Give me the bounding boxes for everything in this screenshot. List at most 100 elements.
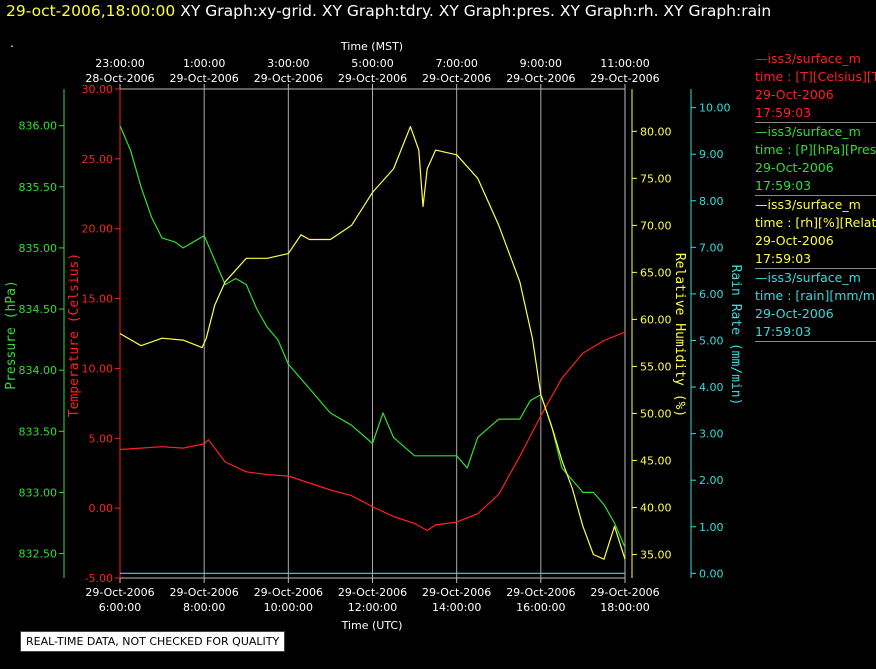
humidity-tick-label: 45.00 xyxy=(640,454,672,467)
series-line-humidity xyxy=(119,125,626,560)
x-tick-label-mst-date: 29-Oct-2006 xyxy=(170,72,239,85)
humidity-tick-label: 35.00 xyxy=(640,548,672,561)
legend-series-name: —iss3/surface_m xyxy=(755,51,861,66)
x-tick-label-mst-date: 29-Oct-2006 xyxy=(422,72,491,85)
rain-tick-label: 4.00 xyxy=(699,381,724,394)
x-tick-label-mst-date: 29-Oct-2006 xyxy=(506,72,575,85)
temperature-tick-label: 0.00 xyxy=(89,502,114,515)
legend-time: 17:59:03 xyxy=(755,178,812,193)
legend-series-desc: time : [rh][%][Relativ xyxy=(755,215,876,230)
humidity-tick-label: 80.00 xyxy=(640,125,672,138)
pressure-tick-label: 833.50 xyxy=(19,425,58,438)
x-tick-label-mst-time: 11:00:00 xyxy=(600,57,649,70)
humidity-tick-label: 65.00 xyxy=(640,266,672,279)
temperature-tick-label: 15.00 xyxy=(82,293,114,306)
humidity-tick-label: 75.00 xyxy=(640,172,672,185)
pressure-axis-label: Pressure (hPa) xyxy=(4,280,19,390)
pressure-tick-label: 835.00 xyxy=(19,242,58,255)
x-tick-label-utc-date: 29-Oct-2006 xyxy=(422,586,491,599)
rain-tick-label: 10.00 xyxy=(699,102,731,115)
bottom-axis-label: Time (UTC) xyxy=(341,619,403,632)
legend-series-desc: time : [rain][mm/mir xyxy=(755,288,876,303)
pressure-tick-label: 834.50 xyxy=(19,303,58,316)
chart-header: 29-oct-2006,18:00:00 XY Graph:xy-grid. X… xyxy=(6,2,771,20)
legend-entry-temperature: —iss3/surface_m time : [T][Celsius][T 29… xyxy=(755,50,876,123)
x-tick-label-utc-time: 18:00:00 xyxy=(600,601,649,614)
humidity-tick-label: 55.00 xyxy=(640,360,672,373)
temperature-tick-label: 25.00 xyxy=(82,153,114,166)
rain-tick-label: 0.00 xyxy=(699,567,724,580)
legend-series-name: —iss3/surface_m xyxy=(755,124,861,139)
x-tick-label-mst-time: 1:00:00 xyxy=(183,57,225,70)
x-tick-label-utc-time: 8:00:00 xyxy=(183,601,225,614)
series-line-temperature xyxy=(119,331,626,532)
legend-panel: —iss3/surface_m time : [T][Celsius][T 29… xyxy=(755,50,876,342)
legend-entry-humidity: —iss3/surface_m time : [rh][%][Relativ 2… xyxy=(755,196,876,269)
legend-entry-rain: —iss3/surface_m time : [rain][mm/mir 29-… xyxy=(755,269,876,342)
x-tick-label-utc-date: 29-Oct-2006 xyxy=(254,586,323,599)
quality-note-badge: REAL-TIME DATA, NOT CHECKED FOR QUALITY xyxy=(20,631,286,652)
x-tick-label-mst-time: 23:00:00 xyxy=(95,57,144,70)
rain-tick-label: 2.00 xyxy=(699,474,724,487)
legend-series-desc: time : [P][hPa][Pres xyxy=(755,142,876,157)
legend-series-name: —iss3/surface_m xyxy=(755,197,861,212)
humidity-tick-label: 50.00 xyxy=(640,407,672,420)
pressure-tick-label: 836.00 xyxy=(19,120,58,133)
x-tick-label-utc-date: 29-Oct-2006 xyxy=(85,586,154,599)
top-axis-label: Time (MST) xyxy=(340,40,403,53)
x-tick-label-utc-date: 29-Oct-2006 xyxy=(590,586,659,599)
rain-tick-label: 6.00 xyxy=(699,288,724,301)
x-tick-label-mst-date: 28-Oct-2006 xyxy=(85,72,154,85)
x-tick-label-mst-time: 7:00:00 xyxy=(435,57,477,70)
pressure-tick-label: 833.00 xyxy=(19,486,58,499)
legend-date: 29-Oct-2006 xyxy=(755,306,834,321)
temperature-tick-label: -5.00 xyxy=(85,572,113,585)
rain-tick-label: 3.00 xyxy=(699,428,724,441)
legend-time: 17:59:03 xyxy=(755,324,812,339)
marker-dot: . xyxy=(10,36,14,50)
x-tick-label-mst-time: 5:00:00 xyxy=(351,57,393,70)
rain-tick-label: 7.00 xyxy=(699,241,724,254)
legend-time: 17:59:03 xyxy=(755,251,812,266)
temperature-tick-label: 20.00 xyxy=(82,223,114,236)
header-timestamp: 29-oct-2006,18:00:00 xyxy=(6,2,176,20)
grid-lines xyxy=(203,89,542,578)
rain-tick-label: 1.00 xyxy=(699,521,724,534)
x-tick-label-utc-time: 12:00:00 xyxy=(348,601,397,614)
x-tick-label-utc-date: 29-Oct-2006 xyxy=(338,586,407,599)
temperature-tick-label: 30.00 xyxy=(82,83,114,96)
axes: 29-Oct-2006 6:00:00 23:00:00 28-Oct-2006 29-… xyxy=(19,57,731,614)
pressure-tick-label: 834.00 xyxy=(19,364,58,377)
humidity-tick-label: 70.00 xyxy=(640,219,672,232)
x-tick-label-mst-date: 29-Oct-2006 xyxy=(590,72,659,85)
legend-date: 29-Oct-2006 xyxy=(755,233,834,248)
x-tick-label-utc-time: 6:00:00 xyxy=(99,601,141,614)
legend-time: 17:59:03 xyxy=(755,105,812,120)
rain-axis-label: Rain Rate (mm/min) xyxy=(728,265,743,406)
temperature-tick-label: 10.00 xyxy=(82,362,114,375)
rain-tick-label: 5.00 xyxy=(699,334,724,347)
x-tick-label-mst-time: 9:00:00 xyxy=(520,57,562,70)
data-series xyxy=(119,125,626,574)
pressure-tick-label: 835.50 xyxy=(19,181,58,194)
x-tick-label-mst-date: 29-Oct-2006 xyxy=(338,72,407,85)
header-graph-titles: XY Graph:xy-grid. XY Graph:tdry. XY Grap… xyxy=(180,2,772,20)
x-tick-label-mst-date: 29-Oct-2006 xyxy=(254,72,323,85)
temperature-tick-label: 5.00 xyxy=(89,432,114,445)
x-tick-label-mst-time: 3:00:00 xyxy=(267,57,309,70)
rain-tick-label: 8.00 xyxy=(699,195,724,208)
x-tick-label-utc-date: 29-Oct-2006 xyxy=(506,586,575,599)
legend-series-desc: time : [T][Celsius][T xyxy=(755,69,876,84)
legend-date: 29-Oct-2006 xyxy=(755,87,834,102)
humidity-tick-label: 40.00 xyxy=(640,501,672,514)
legend-series-name: —iss3/surface_m xyxy=(755,270,861,285)
x-tick-label-utc-time: 10:00:00 xyxy=(264,601,313,614)
humidity-tick-label: 60.00 xyxy=(640,313,672,326)
rain-tick-label: 9.00 xyxy=(699,148,724,161)
x-tick-label-utc-time: 14:00:00 xyxy=(432,601,481,614)
legend-date: 29-Oct-2006 xyxy=(755,160,834,175)
legend-entry-pressure: —iss3/surface_m time : [P][hPa][Pres 29-… xyxy=(755,123,876,196)
x-tick-label-utc-time: 16:00:00 xyxy=(516,601,565,614)
temperature-axis-label: Temperature (Celsius) xyxy=(67,253,82,417)
